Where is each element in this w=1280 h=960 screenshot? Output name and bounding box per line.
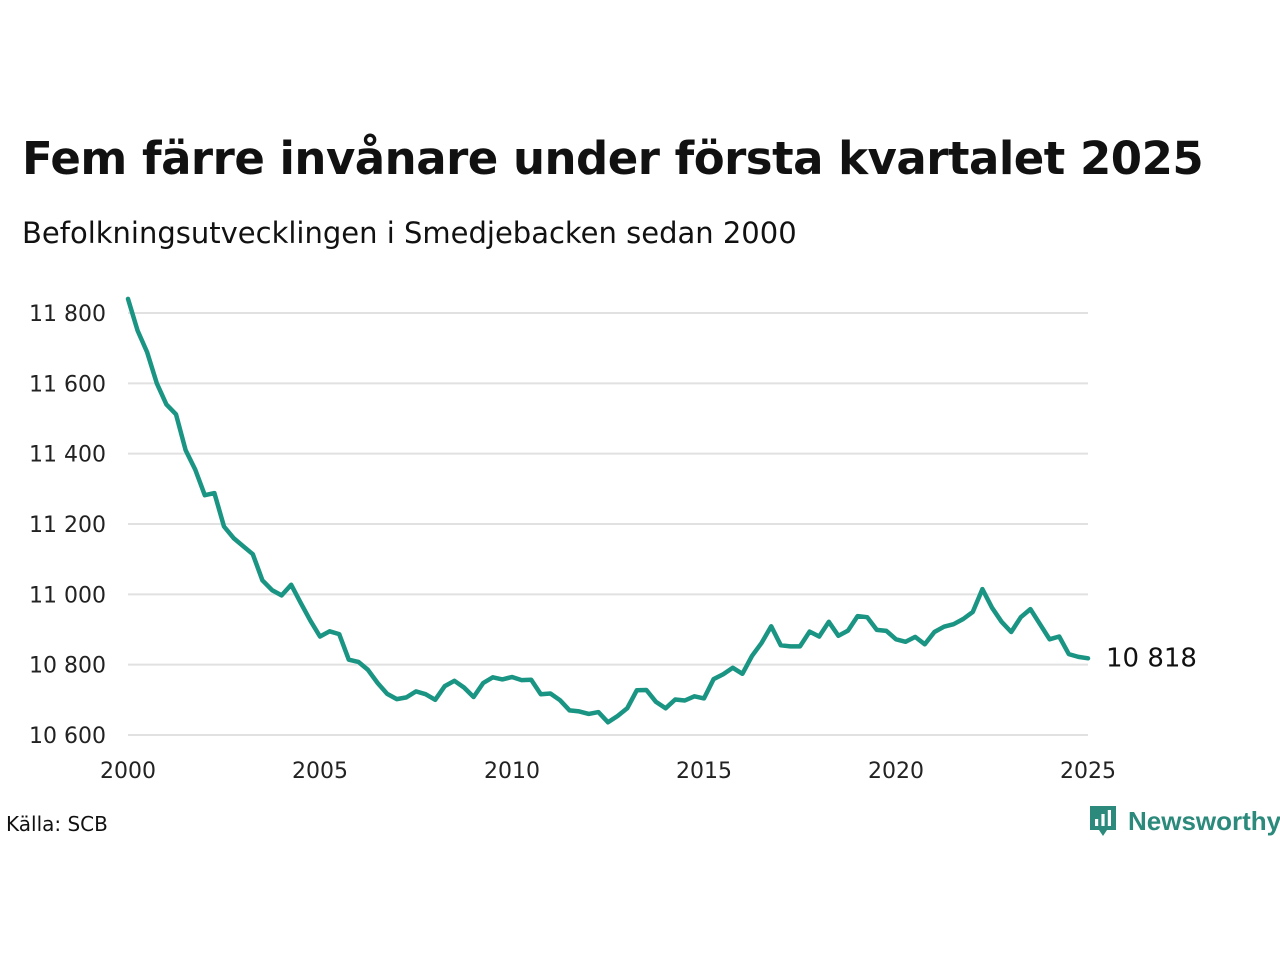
grid-lines (128, 312, 1088, 736)
x-tick-label: 2020 (868, 759, 924, 784)
y-tick-label: 11 200 (29, 513, 106, 538)
y-axis-ticks: 10 600 10 800 11 000 11 200 11 400 11 600 11 8… (29, 302, 106, 749)
end-value-label: 10 818 (1106, 643, 1197, 673)
bar-chart-speech-bubble-icon (1090, 806, 1116, 836)
x-axis-ticks: 2000 2005 2010 2015 2020 2025 (100, 759, 1116, 784)
y-tick-label: 10 600 (29, 724, 106, 749)
y-tick-label: 10 800 (29, 654, 106, 679)
annotations-layer: 10 818 (1106, 643, 1197, 673)
y-tick-label: 11 400 (29, 443, 106, 468)
x-tick-label: 2015 (676, 759, 732, 784)
population-series-line (125, 296, 1091, 725)
series-layer (125, 296, 1091, 725)
x-tick-label: 2010 (484, 759, 540, 784)
brand-name: Newsworthy (1128, 805, 1280, 836)
x-tick-label: 2025 (1060, 759, 1116, 784)
x-tick-label: 2005 (292, 759, 348, 784)
y-tick-label: 11 600 (29, 372, 106, 397)
source-note: Källa: SCB (6, 812, 108, 836)
chart-subtitle: Befolkningsutvecklingen i Smedjebacken s… (22, 216, 797, 250)
newsworthy-brand[interactable]: Newsworthy (1088, 804, 1280, 838)
x-tick-label: 2000 (100, 759, 156, 784)
chart-title: Fem färre invånare under första kvartale… (22, 132, 1204, 185)
y-tick-label: 11 800 (29, 302, 106, 327)
y-tick-label: 11 000 (29, 583, 106, 608)
